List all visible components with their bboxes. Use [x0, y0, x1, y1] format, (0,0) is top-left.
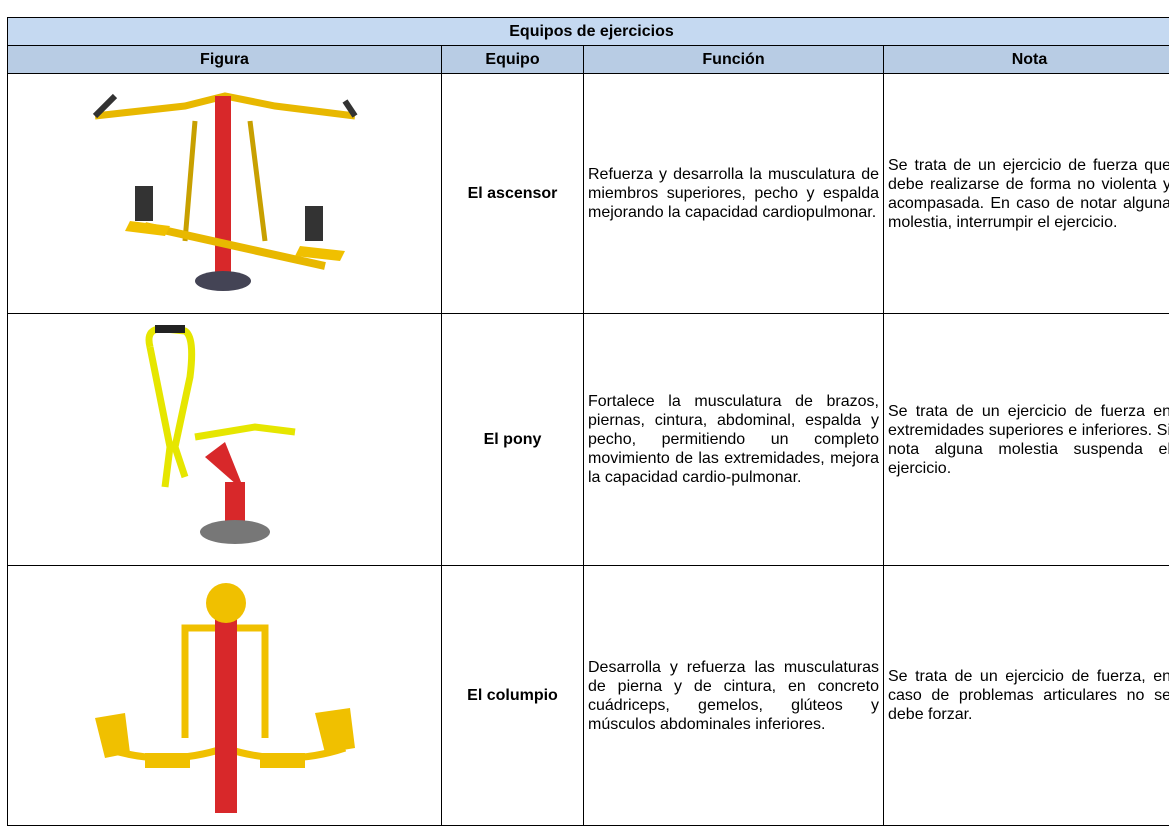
equipment-image: [95, 317, 355, 557]
equipment-name: El columpio: [442, 566, 584, 826]
function-text: Refuerza y desarrolla la musculatura de …: [584, 74, 884, 314]
function-text: Desarrolla y refuerza las musculaturas d…: [584, 566, 884, 826]
note-text: Se trata de un ejercicio de fuerza que d…: [884, 74, 1169, 314]
figure-cell: [8, 74, 442, 314]
equipment-table: Equipos de ejercicios Figura Equipo Func…: [7, 17, 1169, 826]
note-text: Se trata de un ejercicio de fuerza, en c…: [884, 566, 1169, 826]
note-text: Se trata de un ejercicio de fuerza en ex…: [884, 314, 1169, 566]
table-title: Equipos de ejercicios: [8, 18, 1169, 46]
function-text: Fortalece la musculatura de brazos, pier…: [584, 314, 884, 566]
header-cell: Equipo: [442, 46, 584, 74]
equipment-image: [75, 76, 375, 306]
equipment-name: El pony: [442, 314, 584, 566]
figure-cell: [8, 566, 442, 826]
equipment-image: [65, 568, 385, 818]
equipment-name: El ascensor: [442, 74, 584, 314]
header-cell: Figura: [8, 46, 442, 74]
header-cell: Función: [584, 46, 884, 74]
figure-cell: [8, 314, 442, 566]
header-cell: Nota: [884, 46, 1169, 74]
